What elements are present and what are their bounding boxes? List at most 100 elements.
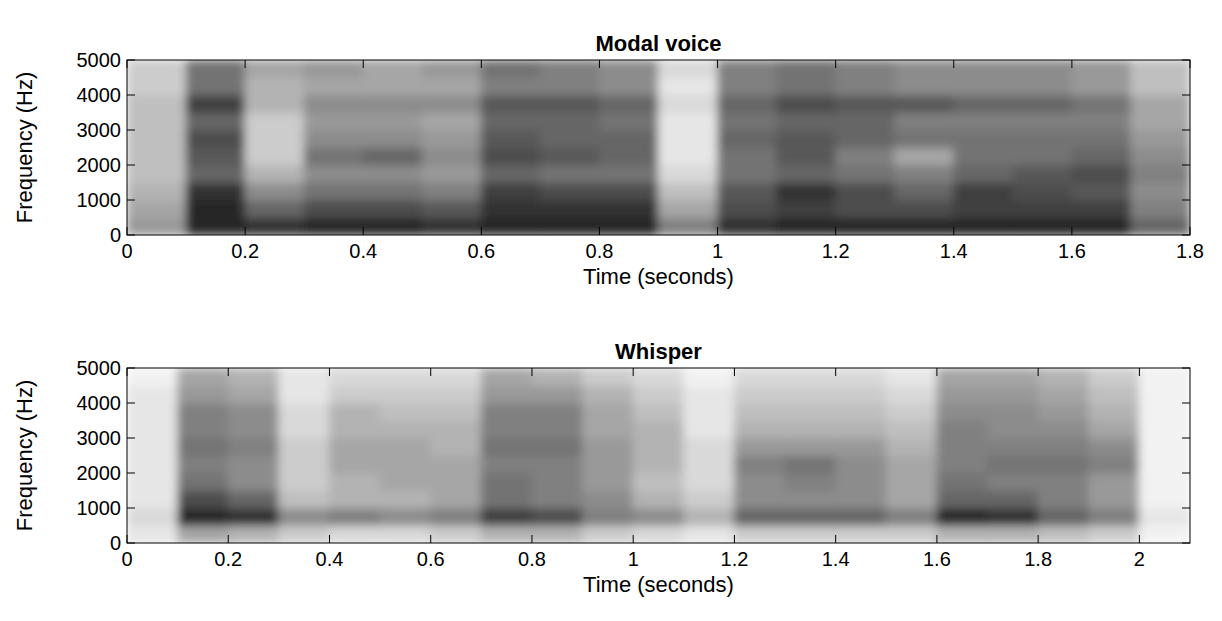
y-tick [127, 235, 135, 236]
cell [1130, 60, 1190, 78]
cell [835, 130, 895, 149]
cell [329, 455, 381, 474]
cell [633, 403, 685, 422]
cell [540, 217, 600, 235]
cell [481, 438, 533, 457]
cell [987, 473, 1039, 492]
cell [177, 525, 229, 543]
cell [1038, 473, 1090, 492]
cell [894, 165, 954, 184]
cell [1038, 385, 1090, 404]
x-tick-label: 0.2 [214, 548, 242, 570]
cell [127, 490, 178, 509]
cells [127, 60, 1190, 235]
cell [1012, 130, 1072, 149]
cell [329, 438, 381, 457]
y-tick-label: 1000 [77, 497, 122, 519]
cell [936, 368, 988, 386]
cell [717, 182, 777, 201]
cell [683, 508, 735, 527]
cell [1088, 420, 1140, 439]
cell [1071, 95, 1131, 114]
y-tick [127, 165, 135, 166]
cell [599, 217, 659, 235]
cell [717, 200, 777, 219]
cell [987, 385, 1039, 404]
cell [228, 473, 280, 492]
cell [599, 165, 659, 184]
cell [582, 368, 634, 386]
cell [835, 385, 887, 404]
title: Modal voice [596, 31, 722, 56]
cell [540, 95, 600, 114]
cell [658, 165, 718, 184]
cell [278, 385, 330, 404]
figure: 00.20.40.60.811.21.41.61.801000200030004… [0, 0, 1222, 621]
x-tick [531, 535, 532, 543]
cell [717, 77, 777, 96]
x-tick [717, 60, 718, 68]
x-axis-title: Time (seconds) [583, 264, 734, 289]
cell [582, 473, 634, 492]
cell [186, 60, 246, 78]
cell [329, 525, 381, 543]
cell [1139, 455, 1190, 474]
cell [987, 490, 1039, 509]
cell [835, 473, 887, 492]
cell [1071, 217, 1131, 235]
x-tick-label: 2 [1134, 548, 1145, 570]
cell [430, 420, 482, 439]
cell [304, 60, 364, 78]
cell [127, 473, 178, 492]
cell [304, 95, 364, 114]
cell [228, 455, 280, 474]
cell [599, 147, 659, 166]
cell [380, 420, 432, 439]
cell [422, 60, 482, 78]
cell [835, 147, 895, 166]
cell [785, 525, 837, 543]
cell [582, 508, 634, 527]
y-tick-label: 1000 [77, 189, 122, 211]
cell [430, 455, 482, 474]
y-tick-label: 5000 [77, 357, 122, 379]
cell [785, 385, 837, 404]
cell [228, 525, 280, 543]
x-tick [1190, 227, 1191, 235]
cell [1071, 130, 1131, 149]
x-tick-label: 1.4 [940, 240, 968, 262]
cell [734, 438, 786, 457]
y-tick [127, 130, 135, 131]
cell [953, 217, 1013, 235]
cell [363, 112, 423, 131]
cell [363, 200, 423, 219]
cell [785, 473, 837, 492]
cell [531, 420, 583, 439]
cell [329, 420, 381, 439]
cell [363, 147, 423, 166]
x-tick-label: 1.2 [822, 240, 850, 262]
x-tick [835, 368, 836, 376]
cell [1038, 368, 1090, 386]
cell [1139, 525, 1190, 543]
y-tick [1182, 60, 1190, 61]
y-tick [127, 438, 135, 439]
cell [936, 420, 988, 439]
x-tick-label: 0.6 [417, 548, 445, 570]
cell [987, 455, 1039, 474]
x-tick [1038, 368, 1039, 376]
cell [987, 438, 1039, 457]
cell [481, 77, 541, 96]
x-tick [1139, 368, 1140, 376]
cell [186, 217, 246, 235]
cell [1088, 368, 1140, 386]
cell [1071, 77, 1131, 96]
cell [633, 473, 685, 492]
cell [177, 455, 229, 474]
cell [363, 217, 423, 235]
cell [127, 200, 187, 219]
cell [894, 147, 954, 166]
cell [683, 403, 735, 422]
y-tick [127, 403, 135, 404]
cell [278, 403, 330, 422]
